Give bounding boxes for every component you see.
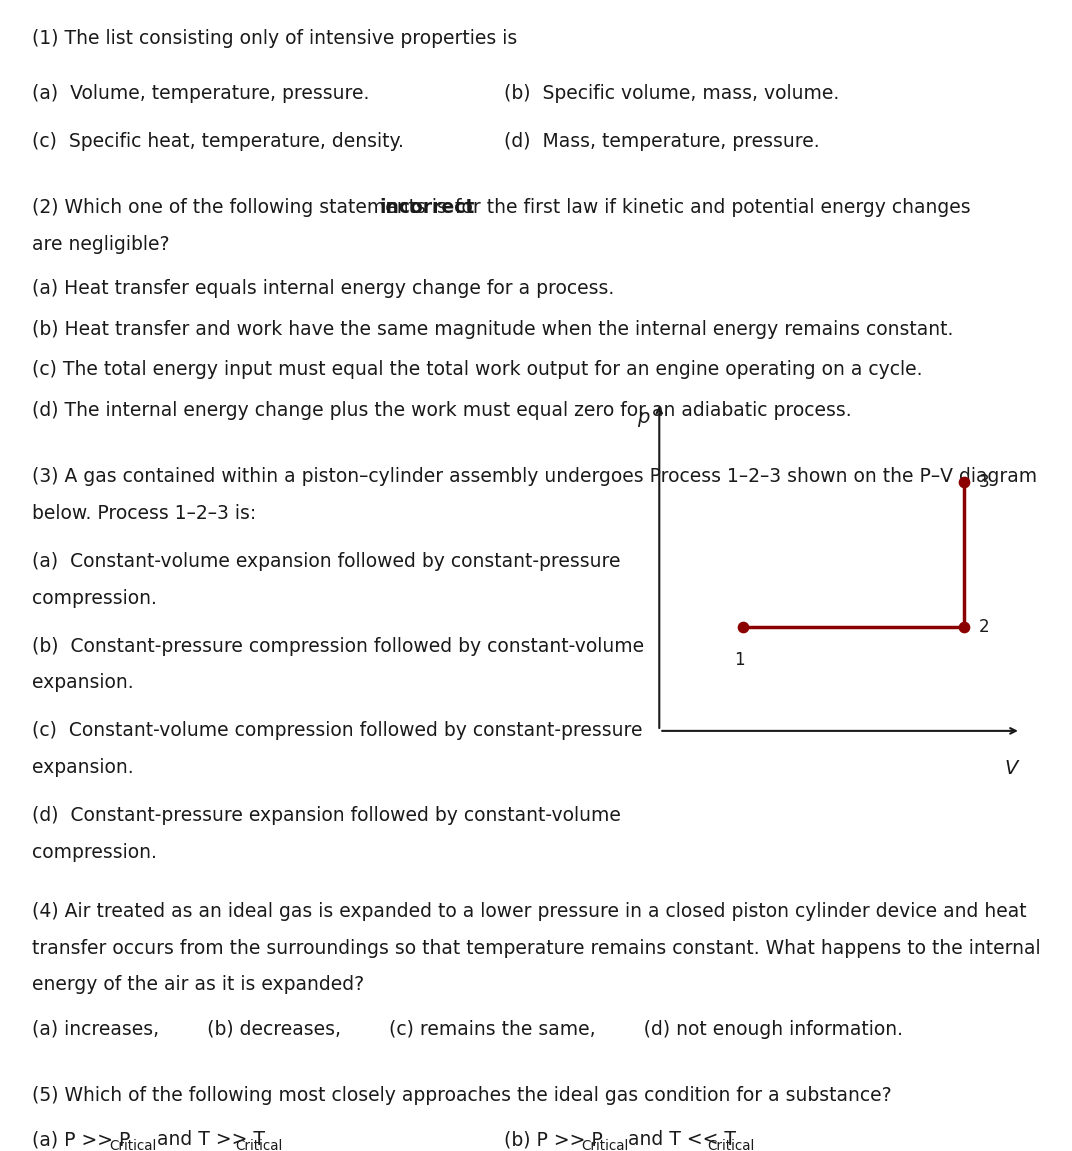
Text: 1: 1: [734, 651, 745, 670]
Text: below. Process 1–2–3 is:: below. Process 1–2–3 is:: [32, 504, 256, 523]
Text: (c)  Constant-volume compression followed by constant-pressure: (c) Constant-volume compression followed…: [32, 722, 642, 740]
Point: [955, 618, 972, 637]
Text: (d)  Mass, temperature, pressure.: (d) Mass, temperature, pressure.: [504, 132, 819, 151]
Text: (2) Which one of the following statements is: (2) Which one of the following statement…: [32, 198, 453, 218]
Text: (a) P >> P: (a) P >> P: [32, 1130, 131, 1149]
Text: for the first law if kinetic and potential energy changes: for the first law if kinetic and potenti…: [449, 198, 970, 218]
Text: Critical: Critical: [708, 1139, 755, 1151]
Text: (c) The total energy input must equal the total work output for an engine operat: (c) The total energy input must equal th…: [32, 360, 923, 380]
Text: transfer occurs from the surroundings so that temperature remains constant. What: transfer occurs from the surroundings so…: [32, 938, 1041, 958]
Text: energy of the air as it is expanded?: energy of the air as it is expanded?: [32, 975, 364, 994]
Text: Critical: Critical: [581, 1139, 628, 1151]
Text: expansion.: expansion.: [32, 759, 134, 777]
Text: (c)  Specific heat, temperature, density.: (c) Specific heat, temperature, density.: [32, 132, 404, 151]
Text: (b) Heat transfer and work have the same magnitude when the internal energy rema: (b) Heat transfer and work have the same…: [32, 320, 953, 338]
Text: 2: 2: [979, 618, 989, 637]
Text: (1) The list consisting only of intensive properties is: (1) The list consisting only of intensiv…: [32, 29, 518, 48]
Text: and T << T: and T << T: [622, 1130, 736, 1149]
Text: 3: 3: [979, 473, 989, 491]
Text: (4) Air treated as an ideal gas is expanded to a lower pressure in a closed pist: (4) Air treated as an ideal gas is expan…: [32, 901, 1027, 921]
Text: (a) increases,        (b) decreases,        (c) remains the same,        (d) not: (a) increases, (b) decreases, (c) remain…: [32, 1020, 903, 1038]
Text: and T >> T: and T >> T: [150, 1130, 265, 1149]
Text: are negligible?: are negligible?: [32, 235, 169, 254]
Text: (a)  Constant-volume expansion followed by constant-pressure: (a) Constant-volume expansion followed b…: [32, 551, 621, 571]
Text: Critical: Critical: [236, 1139, 283, 1151]
Text: (b) P >> P: (b) P >> P: [504, 1130, 602, 1149]
Text: $p$: $p$: [637, 410, 651, 429]
Text: compression.: compression.: [32, 843, 157, 862]
Text: expansion.: expansion.: [32, 673, 134, 693]
Text: incorrect: incorrect: [379, 198, 475, 218]
Text: (5) Which of the following most closely approaches the ideal gas condition for a: (5) Which of the following most closely …: [32, 1085, 892, 1105]
Text: (d)  Constant-pressure expansion followed by constant-volume: (d) Constant-pressure expansion followed…: [32, 806, 621, 825]
Point: [734, 618, 751, 637]
Text: (b)  Specific volume, mass, volume.: (b) Specific volume, mass, volume.: [504, 84, 839, 104]
Text: (a)  Volume, temperature, pressure.: (a) Volume, temperature, pressure.: [32, 84, 370, 104]
Text: compression.: compression.: [32, 588, 157, 608]
Text: (3) A gas contained within a piston–cylinder assembly undergoes Process 1–2–3 sh: (3) A gas contained within a piston–cyli…: [32, 467, 1038, 486]
Text: (d) The internal energy change plus the work must equal zero for an adiabatic pr: (d) The internal energy change plus the …: [32, 401, 852, 420]
Point: [955, 473, 972, 491]
Text: $V$: $V$: [1004, 759, 1021, 778]
Text: (a) Heat transfer equals internal energy change for a process.: (a) Heat transfer equals internal energy…: [32, 280, 614, 298]
Text: (b)  Constant-pressure compression followed by constant-volume: (b) Constant-pressure compression follow…: [32, 637, 644, 656]
Text: Critical: Critical: [109, 1139, 157, 1151]
